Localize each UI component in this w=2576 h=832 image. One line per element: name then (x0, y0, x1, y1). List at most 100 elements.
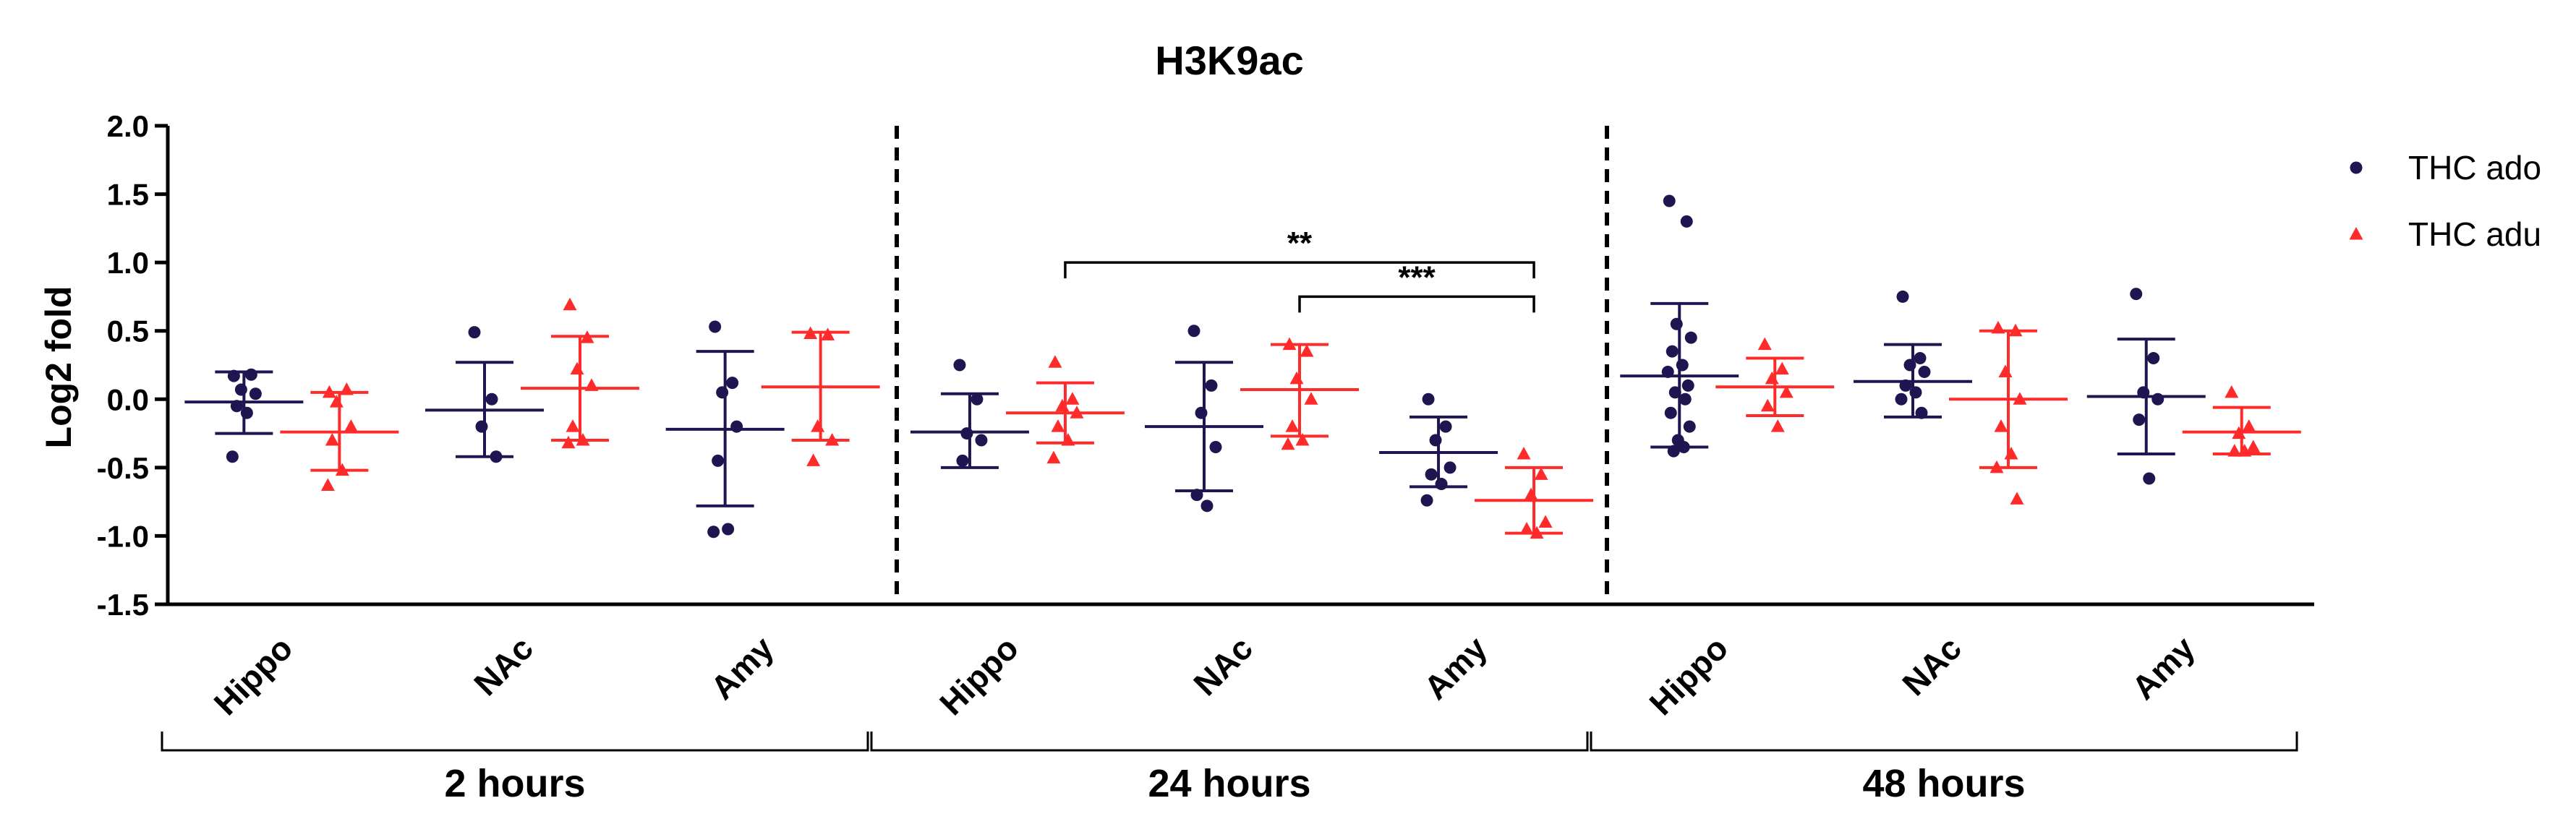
thc-adu-nac-point (1282, 337, 1297, 351)
thc-adu-nac-point (1998, 364, 2013, 377)
plot-area: 2.0 1.5 1.0 0.5 0.0 -0.5 -1.0 -1.5 Hippo NAc Amy 2 … (97, 109, 2314, 805)
thc-ado-hippo-group (184, 368, 304, 463)
thc-adu-amy-group (2182, 385, 2301, 457)
y-tick-label: -1.0 (97, 519, 149, 553)
thc-ado-nac-group (1854, 290, 1972, 419)
thc-ado-amy-point (2133, 413, 2146, 426)
thc-ado-amy-point (1443, 461, 1457, 474)
thc-adu-hippo-point (335, 463, 349, 476)
y-tick-label: -0.5 (97, 451, 149, 485)
y-tick-label: 1.0 (107, 246, 149, 280)
y-tick-label: 0.5 (107, 314, 149, 348)
thc-adu-hippo-point (1070, 406, 1084, 419)
thc-ado-nac-point (1187, 325, 1200, 338)
thc-adu-hippo-point (1757, 337, 1772, 351)
x-category-label: Hippo (207, 629, 300, 722)
thc-adu-hippo-point (1048, 355, 1062, 368)
thc-adu-hippo-point (1055, 398, 1070, 412)
thc-adu-nac-point (570, 361, 584, 375)
thc-ado-nac-group (425, 326, 544, 463)
thc-adu-hippo-point (1046, 450, 1061, 464)
y-axis-label: Log2 fold (38, 286, 79, 449)
thc-adu-amy-point (1524, 487, 1538, 501)
thc-ado-nac-group (1145, 325, 1263, 513)
thc-adu-amy-point (1538, 515, 1553, 528)
thc-adu-hippo-point (1765, 371, 1779, 385)
thc-adu-nac-point (1281, 437, 1295, 450)
x-category-label: Amy (703, 629, 781, 707)
thc-ado-hippo-group (1620, 194, 1739, 458)
thc-adu-nac-point (1989, 460, 2004, 473)
thc-ado-hippo-point (249, 387, 262, 400)
thc-ado-nac-point (1205, 379, 1218, 392)
thc-adu-hippo-point (1061, 433, 1075, 446)
thc-ado-amy-point (1422, 393, 1435, 406)
thc-ado-amy-point (1425, 468, 1438, 481)
x-category-label: NAc (1186, 629, 1260, 703)
group-bracket (1590, 732, 2298, 752)
group-bracket (161, 732, 869, 752)
thc-adu-amy-point (803, 326, 818, 339)
thc-adu-hippo-point (322, 385, 336, 398)
x-category-label: Hippo (1642, 629, 1735, 722)
thc-ado-hippo-point (230, 400, 243, 413)
thc-adu-hippo-point (320, 478, 335, 491)
thc-adu-nac-group (1240, 337, 1359, 450)
thc-adu-hippo-point (344, 419, 358, 432)
thc-adu-amy-point (2232, 426, 2246, 439)
thc-ado-hippo-point (1679, 393, 1692, 406)
thc-ado-hippo-point (1681, 379, 1694, 392)
legend-label: THC adu (2408, 215, 2541, 253)
thc-adu-hippo-point (325, 433, 339, 446)
thc-ado-hippo-point (971, 393, 984, 406)
thc-adu-nac-point (2008, 323, 2023, 337)
thc-adu-amy-point (2227, 444, 2242, 457)
thc-adu-amy-group (761, 326, 880, 466)
thc-adu-nac-point (580, 330, 594, 343)
thc-ado-hippo-point (1684, 331, 1697, 344)
thc-ado-amy-group (1379, 393, 1498, 507)
x-category-label: Hippo (932, 629, 1025, 722)
thc-ado-amy-point (712, 454, 725, 467)
thc-adu-hippo-group (1005, 355, 1125, 464)
y-tick-label: 2.0 (107, 109, 149, 143)
thc-adu-hippo-point (1051, 419, 1065, 432)
thc-adu-nac-point (584, 378, 599, 391)
thc-adu-nac-point (2004, 446, 2018, 460)
thc-ado-hippo-point (956, 454, 969, 467)
thc-adu-nac-point (563, 297, 577, 311)
thc-ado-amy-point (716, 386, 729, 399)
legend-marker-circle (2350, 161, 2363, 174)
thc-ado-nac-point (1896, 290, 1909, 303)
legend-item: THC adu (2349, 215, 2541, 253)
thc-ado-amy-point (730, 420, 743, 433)
x-category-label: NAc (466, 629, 540, 703)
x-category-label: Amy (2125, 629, 2203, 707)
thc-adu-hippo-point (1779, 385, 1794, 398)
thc-ado-nac-point (1915, 406, 1928, 419)
thc-adu-amy-point (1530, 526, 1544, 539)
legend-marker-triangle (2349, 227, 2363, 240)
thc-ado-hippo-group (910, 359, 1029, 469)
thc-adu-hippo-group (280, 382, 399, 491)
significance-bracket (1064, 261, 1535, 279)
thc-ado-hippo-point (1680, 215, 1693, 228)
legend-label: THC ado (2408, 149, 2541, 186)
thc-adu-hippo-group (1715, 337, 1835, 432)
thc-adu-amy-point (806, 453, 821, 466)
significance-bracket (1298, 295, 1535, 313)
thc-adu-nac-point (1289, 371, 1304, 385)
thc-ado-nac-point (1195, 406, 1208, 419)
thc-adu-nac-point (1295, 433, 1310, 446)
time-group-label: 2 hours (444, 762, 585, 805)
x-category-label: Amy (1417, 629, 1495, 707)
significance-label: ** (1287, 226, 1313, 261)
thc-adu-amy-point (2246, 439, 2261, 453)
thc-ado-amy-group (665, 320, 785, 539)
thc-adu-hippo-point (1760, 398, 1775, 412)
thc-ado-nac-point (485, 393, 498, 406)
thc-ado-nac-point (1200, 499, 1214, 513)
x-category-label: NAc (1895, 629, 1969, 703)
chart-title: H3K9ac (1155, 38, 1303, 83)
thc-ado-nac-point (1209, 440, 1222, 453)
